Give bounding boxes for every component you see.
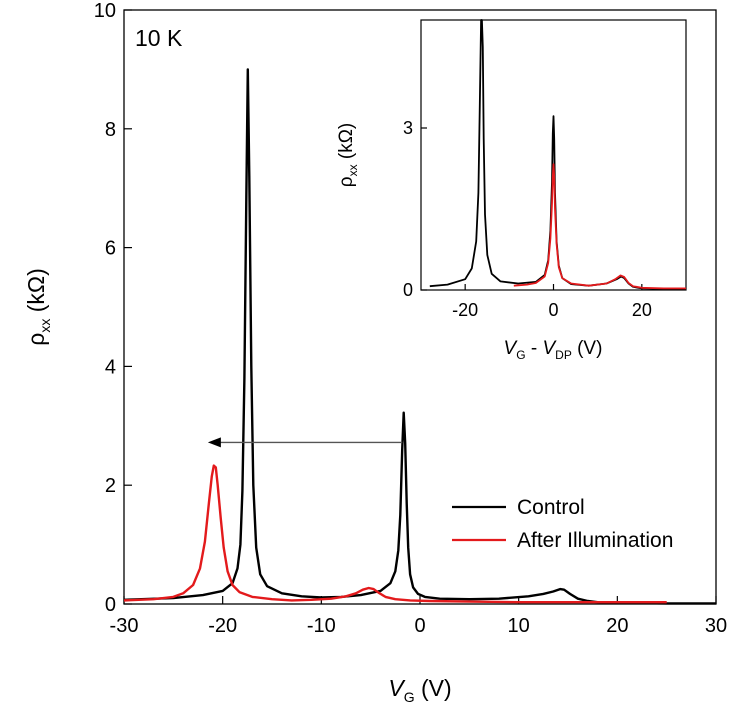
main-x-tick-label: -30 [110,615,139,637]
main-y-tick-label: 8 [105,119,116,141]
main-x-tick-label: -20 [208,615,237,637]
inset-x-unit: (V) [572,338,603,359]
inset-series-after-illumination [513,163,686,290]
inset-plot-frame [420,19,687,291]
inset-ticks: -20 0 20 0 3 [403,118,652,320]
main-y-axis-sub: xx [37,319,53,333]
main-y-axis-unit: (kΩ) [23,268,49,318]
main-series-control [123,68,716,605]
inset-y-unit: (kΩ) [336,123,357,165]
inset-y-tick-label: 0 [403,280,413,300]
main-x-axis-sub: G [404,689,415,705]
main-x-tick-label: 30 [705,615,727,637]
main-series-after-illumination [123,464,667,604]
main-y-tick-label: 2 [105,475,116,497]
inset-y-sub: xx [346,164,360,176]
inset-x-axis-title: VG - VDP (V) [504,338,603,362]
main-y-tick-label: 6 [105,238,116,260]
inset-x-tick-label: 20 [632,300,652,320]
legend-label-control: Control [517,496,585,519]
temperature-label: 10 K [135,25,183,51]
inset-x-tick-label: -20 [452,300,478,320]
main-annotation [207,437,403,448]
main-x-axis-var: V [388,675,406,701]
main-x-tick-label: -10 [307,615,336,637]
main-x-axis-title: VG (V) [388,675,451,705]
shift-arrow-head [207,437,221,448]
inset-y-var: ρ [336,176,357,187]
main-y-tick-label: 0 [105,594,116,616]
main-x-axis-unit: (V) [415,675,452,701]
inset-x-var2: V [542,338,557,359]
inset-x-mid: - [526,338,543,359]
inset-y-tick-label: 3 [403,118,413,138]
main-series [123,68,716,605]
legend-label-after-illumination: After Illumination [517,529,673,552]
main-x-tick-label: 10 [508,615,530,637]
legend: Control After Illumination [452,496,673,552]
main-y-axis-title: ρxx (kΩ) [23,268,53,346]
inset-x-sub2: DP [555,348,572,362]
inset-series [429,19,687,291]
inset-y-axis-title: ρxx (kΩ) [336,123,360,187]
main-y-axis-var: ρ [23,333,49,346]
main-x-tick-label: 0 [414,615,425,637]
main-y-tick-label: 4 [105,356,116,378]
inset-x-sub1: G [516,348,525,362]
main-y-tick-label: 10 [94,0,116,22]
main-x-tick-label: 20 [606,615,628,637]
inset-x-var1: V [504,338,519,359]
inset-x-tick-label: 0 [548,300,558,320]
